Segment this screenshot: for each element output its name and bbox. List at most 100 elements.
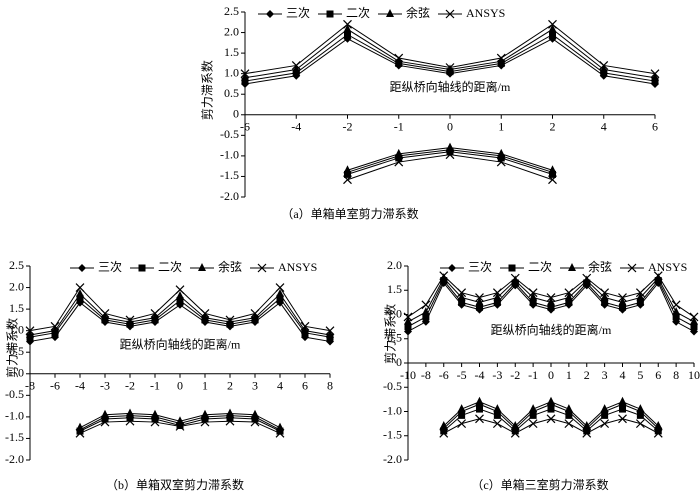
marker	[582, 428, 592, 438]
y-tick-label: 1.5	[387, 282, 402, 296]
x-tick-label: -6	[240, 120, 250, 134]
marker	[476, 405, 483, 413]
marker	[582, 273, 592, 283]
marker	[404, 316, 412, 325]
marker	[176, 296, 184, 304]
marker	[547, 405, 555, 413]
marker	[445, 150, 455, 160]
marker	[457, 419, 467, 429]
marker	[529, 298, 537, 306]
y-tick-label: -0.5	[5, 387, 24, 401]
marker	[446, 64, 454, 73]
x-tick-label: 4	[277, 379, 283, 393]
marker	[176, 422, 184, 430]
marker	[226, 414, 234, 422]
series-line	[443, 418, 659, 434]
x-tick-label: 6	[655, 368, 661, 382]
marker	[176, 416, 184, 425]
chart: -2.0-1.5-1.0-0.500.51.01.52.0-10 -8 -6 -5 -4…	[383, 258, 700, 492]
marker	[226, 317, 234, 326]
marker	[176, 291, 184, 300]
marker	[690, 316, 698, 325]
marker	[511, 427, 519, 435]
marker	[26, 329, 34, 338]
x-tick-label: 0	[548, 368, 554, 382]
marker	[492, 288, 502, 298]
x-tick-label: -1	[394, 120, 404, 134]
marker	[689, 312, 699, 322]
marker	[175, 421, 185, 431]
marker	[671, 300, 681, 310]
marker	[548, 175, 557, 185]
caption: （a）单箱单室剪力滞系数	[281, 206, 418, 221]
marker	[672, 307, 681, 316]
y-tick-label: 1.0	[387, 306, 402, 320]
marker	[151, 415, 159, 423]
marker	[150, 308, 160, 318]
marker	[325, 326, 335, 336]
marker	[599, 64, 608, 73]
x-tick-label: 1	[498, 120, 504, 134]
marker	[548, 165, 557, 174]
marker	[343, 19, 352, 29]
y-tick-label: -1.0	[383, 403, 402, 417]
marker	[300, 321, 310, 331]
x-tick-label: 8	[327, 379, 333, 393]
marker	[101, 415, 109, 423]
marker	[651, 72, 659, 81]
marker	[421, 300, 431, 310]
x-tick-label: 10	[688, 368, 700, 382]
marker	[635, 288, 645, 298]
marker	[292, 69, 300, 77]
y-tick-label: 2.5	[9, 258, 24, 272]
marker	[600, 69, 608, 77]
marker	[528, 419, 538, 429]
marker	[200, 417, 210, 427]
marker	[326, 10, 334, 18]
marker	[458, 411, 466, 419]
legend-label: ANSYS	[466, 6, 505, 20]
marker	[475, 297, 484, 306]
x-tick-label: 2	[227, 379, 233, 393]
marker	[241, 72, 249, 81]
x-tick-label: 0	[447, 120, 453, 134]
marker	[257, 263, 267, 273]
marker	[386, 9, 394, 17]
marker	[547, 297, 555, 306]
marker	[226, 408, 234, 417]
marker	[493, 298, 501, 306]
marker	[690, 323, 698, 331]
marker	[492, 419, 502, 429]
marker	[653, 428, 663, 438]
marker	[240, 69, 250, 79]
y-tick-label: -2.0	[383, 452, 402, 466]
marker	[496, 157, 506, 167]
marker	[126, 317, 134, 326]
marker	[529, 292, 538, 301]
y-tick-label: 2.5	[224, 4, 239, 18]
marker	[100, 308, 110, 318]
marker	[225, 315, 235, 325]
marker	[241, 77, 249, 85]
x-tick-label: -4	[475, 368, 485, 382]
marker	[446, 142, 454, 151]
marker	[100, 417, 110, 427]
marker	[457, 404, 466, 413]
x-axis-title: 距纵桥向轴线的距离/m	[390, 79, 511, 94]
marker	[546, 414, 556, 424]
marker	[618, 414, 627, 424]
y-tick-label: -1.5	[220, 168, 239, 182]
marker	[126, 408, 134, 417]
x-tick-label: -8	[421, 368, 431, 382]
marker	[175, 285, 185, 295]
x-tick-label: -2	[125, 379, 135, 393]
marker	[344, 170, 351, 178]
y-tick-label: 0.5	[387, 331, 402, 345]
chart: -2.0 -1.5 -1.0 -0.5 0 0.5 1.0 1.5 2.0 2.5 -8 -6 -4 -3…	[5, 258, 335, 492]
marker	[497, 56, 506, 65]
x-tick-label: 6	[652, 120, 658, 134]
marker	[496, 53, 506, 63]
marker	[457, 288, 467, 298]
marker	[76, 422, 84, 431]
legend-label: 二次	[346, 6, 370, 20]
